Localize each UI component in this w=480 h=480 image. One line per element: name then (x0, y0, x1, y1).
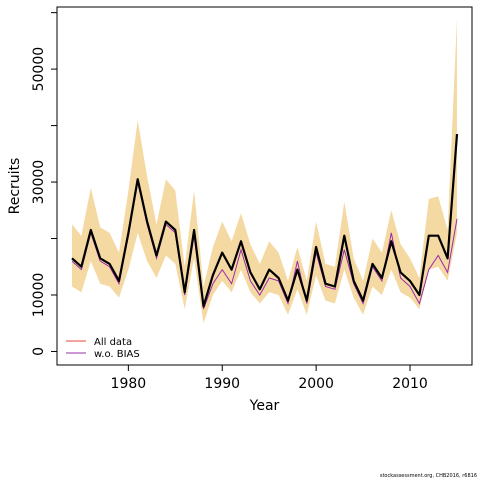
x-axis: 1980 1990 2000 2010 (111, 365, 428, 392)
x-tick-label: 2010 (392, 376, 428, 392)
y-tick-label: 0 (31, 347, 47, 356)
y-axis-label: Recruits (7, 158, 23, 215)
x-axis-label: Year (249, 398, 280, 414)
y-axis: 0 10000 30000 50000 (31, 12, 57, 356)
plot-frame (56, 6, 473, 366)
legend-label-wo-bias: w.o. BIAS (94, 349, 140, 360)
confidence-band (72, 18, 457, 324)
x-tick-label: 2000 (298, 376, 334, 392)
legend: All data w.o. BIAS (66, 337, 140, 360)
credit-text: stockassessment.org, CHB2016, r6816 (379, 473, 477, 479)
legend-label-all-data: All data (94, 337, 132, 348)
y-tick-label: 30000 (31, 160, 47, 205)
x-tick-label: 1980 (111, 376, 147, 392)
y-tick-label: 10000 (31, 273, 47, 318)
estimate-line (71, 134, 459, 308)
y-tick-label: 50000 (31, 47, 47, 92)
x-tick-label: 1990 (204, 376, 240, 392)
